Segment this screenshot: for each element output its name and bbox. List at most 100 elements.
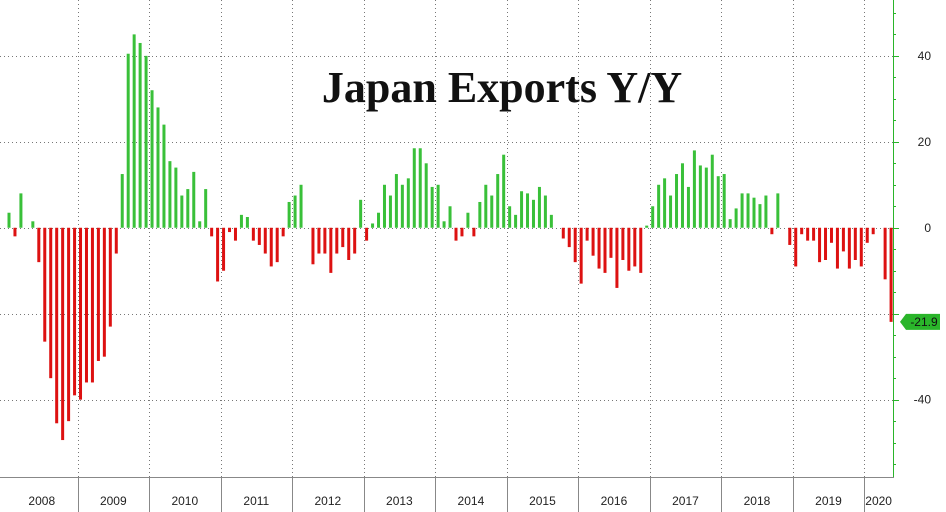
- bar: [651, 206, 655, 228]
- bar: [698, 165, 702, 228]
- bar: [382, 184, 386, 228]
- bar: [19, 193, 23, 228]
- bar: [841, 227, 845, 252]
- bar: [251, 227, 255, 241]
- bar: [96, 227, 100, 361]
- bar: [198, 221, 202, 228]
- bar: [460, 227, 464, 237]
- bar: [686, 186, 690, 228]
- bar: [704, 167, 708, 228]
- chart-title: Japan Exports Y/Y: [322, 63, 682, 112]
- x-tick-label: 2016: [601, 494, 628, 508]
- bar: [418, 148, 422, 228]
- bar: [192, 171, 196, 228]
- bar: [90, 227, 94, 383]
- bar: [138, 42, 142, 228]
- bar: [824, 227, 828, 260]
- bar: [579, 227, 583, 284]
- bar: [412, 148, 416, 228]
- x-tick-label: 2020: [865, 494, 892, 508]
- bar: [603, 227, 607, 273]
- bar: [359, 199, 363, 228]
- bar: [257, 227, 261, 245]
- bar: [472, 227, 476, 237]
- bar: [43, 227, 47, 342]
- bar: [114, 227, 118, 254]
- bar: [13, 227, 17, 237]
- bar: [400, 184, 404, 228]
- bar: [466, 212, 470, 228]
- bar: [269, 227, 273, 267]
- bar: [436, 184, 440, 228]
- bar: [180, 195, 184, 228]
- bar: [144, 55, 148, 228]
- bar: [490, 195, 494, 228]
- bar: [710, 154, 714, 228]
- y-axis: -40 0 20 40: [893, 0, 931, 477]
- last-value-label: -21.9: [910, 315, 938, 329]
- bar: [31, 221, 35, 228]
- bar: [275, 227, 279, 263]
- bar: [853, 227, 857, 260]
- x-tick-label: 2017: [672, 494, 699, 508]
- bar: [102, 227, 106, 357]
- bar: [800, 227, 804, 235]
- bar: [132, 34, 136, 228]
- bar: [311, 227, 315, 265]
- bar: [758, 204, 762, 228]
- bar: [692, 150, 696, 228]
- bar: [722, 174, 726, 228]
- bar: [263, 227, 267, 254]
- bar: [829, 227, 833, 243]
- bar: [675, 174, 679, 228]
- bar: [239, 214, 243, 228]
- bars: [7, 34, 893, 441]
- x-tick-label: 2012: [315, 494, 342, 508]
- bar: [430, 186, 434, 228]
- bar: [514, 214, 518, 228]
- y-tick-label: 20: [918, 135, 932, 149]
- bar: [591, 227, 595, 256]
- bar: [657, 184, 661, 228]
- bar: [287, 201, 291, 228]
- x-tick-label: 2009: [100, 494, 127, 508]
- bar: [168, 161, 172, 228]
- bar: [531, 199, 535, 228]
- bar: [216, 227, 220, 282]
- bar: [835, 227, 839, 269]
- x-tick-label: 2011: [243, 494, 269, 508]
- bar: [406, 178, 410, 228]
- bar: [281, 227, 285, 237]
- bar: [210, 227, 214, 237]
- bar: [818, 227, 822, 263]
- bar: [680, 163, 684, 228]
- bar: [871, 227, 875, 235]
- bar: [341, 227, 345, 248]
- bar: [120, 174, 124, 228]
- bar: [502, 154, 506, 228]
- x-tick-label: 2018: [744, 494, 771, 508]
- bar: [388, 195, 392, 228]
- bar: [67, 227, 71, 422]
- bar: [37, 227, 41, 263]
- bar: [889, 227, 893, 322]
- bar: [549, 214, 553, 228]
- bar: [222, 227, 226, 271]
- bar: [233, 227, 237, 241]
- bar: [79, 227, 83, 400]
- bar: [567, 227, 571, 248]
- bar: [299, 184, 303, 228]
- x-axis: 2008 2009 2010 2011 2012 2013 2014 2015 2016 2017…: [0, 477, 894, 512]
- bar: [609, 227, 613, 258]
- bar: [228, 227, 232, 233]
- last-value-callout: -21.9: [900, 313, 940, 330]
- bar: [365, 227, 369, 241]
- bar: [347, 227, 351, 260]
- bar: [371, 223, 375, 228]
- bar: [329, 227, 333, 273]
- bar: [561, 227, 565, 239]
- bar: [424, 163, 428, 228]
- bar: [597, 227, 601, 269]
- bar: [108, 227, 112, 327]
